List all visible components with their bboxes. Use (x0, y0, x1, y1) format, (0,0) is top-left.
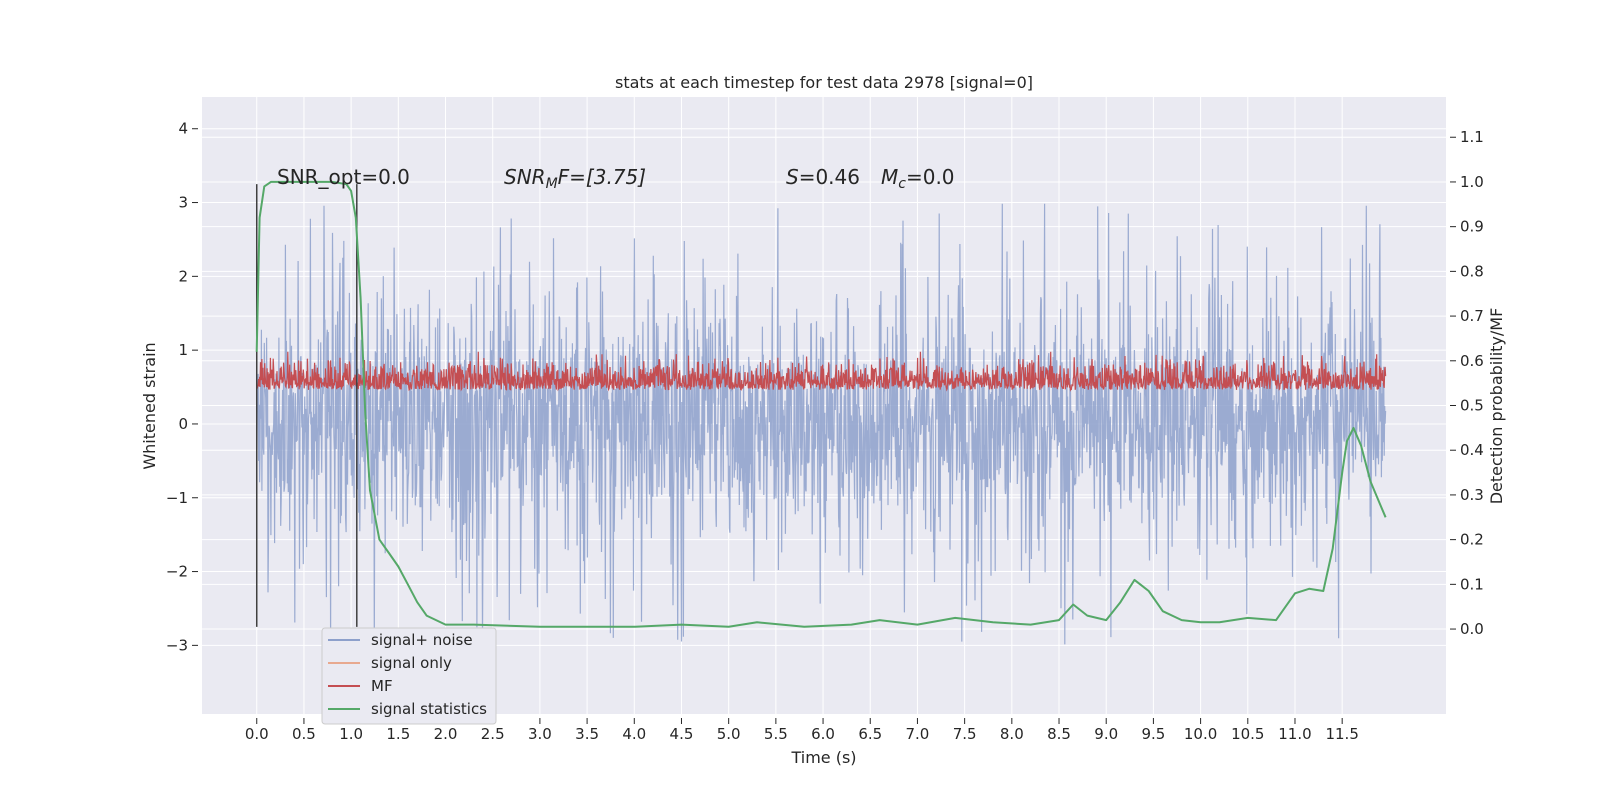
annotation-s-val: =0.46 (799, 165, 860, 189)
annotation-snr-mf-sub: M (546, 176, 558, 192)
legend: signal+ noise signal only MF signal stat… (321, 627, 497, 725)
x-tick-label-0: 0.0 (245, 725, 269, 743)
vertical-markers (255, 184, 358, 627)
x-tick-label-6: 3.0 (528, 725, 552, 743)
y-tick-label-3: 1 (178, 341, 188, 359)
x-tick-label-8: 4.0 (622, 725, 646, 743)
y2-tick-label-1: 1.0 (1460, 173, 1484, 191)
x-tick-label-19: 9.5 (1141, 725, 1165, 743)
y2-tick-label-7: 0.4 (1460, 441, 1484, 459)
annotation-mc: Mc=0.0 (881, 165, 955, 192)
x-tick-label-21: 10.5 (1231, 725, 1264, 743)
y2-tick-label-4: 0.7 (1460, 307, 1484, 325)
x-tick-label-18: 9.0 (1094, 725, 1118, 743)
x-tick-label-3: 1.5 (386, 725, 410, 743)
x-tick-label-22: 11.0 (1278, 725, 1311, 743)
annotation-s-var: S (786, 165, 799, 189)
x-tick-label-5: 2.5 (481, 725, 505, 743)
y-tick-label-1: 3 (178, 194, 188, 212)
x-tick-label-7: 3.5 (575, 725, 599, 743)
x-tick-label-14: 7.0 (906, 725, 930, 743)
annotation-s: S=0.46 (786, 165, 860, 189)
x-tick-label-15: 7.5 (953, 725, 977, 743)
annotation-mc-val: =0.0 (906, 165, 955, 189)
y-tick-label-7: −3 (166, 636, 188, 654)
x-axis-ticks: 0.0 0.5 1.0 1.5 2.0 2.5 3.0 3.5 4.0 4.5 5.0 5.5 6.0 6… (245, 718, 1359, 743)
series-mf (256, 351, 1387, 392)
x-axis-label: Time (s) (790, 748, 856, 767)
legend-label-mf: MF (371, 677, 393, 695)
annotation-snr-mf-f: F=[3.75] (558, 165, 646, 189)
x-tick-label-12: 6.0 (811, 725, 835, 743)
y-tick-label-4: 0 (178, 415, 188, 433)
y-tick-label-5: −1 (166, 489, 188, 507)
legend-label-signal-only: signal only (371, 654, 452, 672)
annotation-mc-var: M (881, 165, 898, 189)
chart-title: stats at each timestep for test data 297… (615, 73, 1033, 92)
y2-tick-label-0: 1.1 (1460, 128, 1484, 146)
signal-statistics-trace (255, 180, 1387, 628)
x-tick-label-16: 8.0 (1000, 725, 1024, 743)
y2-tick-label-8: 0.3 (1460, 486, 1484, 504)
x-tick-label-11: 5.5 (764, 725, 788, 743)
y2-axis-label: Detection probability/MF (1487, 308, 1506, 505)
annotation-snr-mf-main: SNR (504, 165, 546, 189)
y-tick-label-2: 2 (178, 267, 188, 285)
annotation-snr-mf: SNRMF=[3.75] (504, 165, 646, 192)
x-tick-label-4: 2.0 (434, 725, 458, 743)
y-axis-ticks: 4 3 2 1 0 −1 −2 −3 (166, 120, 198, 654)
legend-box (321, 627, 497, 725)
series-signal-statistics (255, 180, 1387, 628)
y2-tick-label-2: 0.9 (1460, 218, 1484, 236)
annotation-snr-opt: SNR_opt=0.0 (277, 165, 410, 189)
x-tick-label-2: 1.0 (339, 725, 363, 743)
legend-label-signal-statistics: signal statistics (371, 700, 487, 718)
x-tick-label-13: 6.5 (858, 725, 882, 743)
mf-trace (256, 351, 1387, 392)
x-tick-label-20: 10.0 (1184, 725, 1217, 743)
y-axis-label: Whitened strain (140, 342, 159, 469)
x-tick-label-23: 11.5 (1325, 725, 1358, 743)
legend-label-signal-noise: signal+ noise (371, 631, 473, 649)
y2-tick-label-11: 0.0 (1460, 620, 1484, 638)
y2-axis-ticks: 1.1 1.0 0.9 0.8 0.7 0.6 0.5 0.4 0.3 0.2 0.1 0.0 (1450, 128, 1484, 638)
annotation-mc-sub: c (898, 176, 906, 192)
y2-tick-label-9: 0.2 (1460, 531, 1484, 549)
y-tick-label-0: 4 (178, 120, 188, 138)
y2-tick-label-6: 0.5 (1460, 397, 1484, 415)
y2-tick-label-10: 0.1 (1460, 575, 1484, 593)
y2-tick-label-3: 0.8 (1460, 262, 1484, 280)
x-tick-label-10: 5.0 (717, 725, 741, 743)
y-tick-label-6: −2 (166, 563, 188, 581)
x-tick-label-17: 8.5 (1047, 725, 1071, 743)
y2-tick-label-5: 0.6 (1460, 352, 1484, 370)
x-tick-label-1: 0.5 (292, 725, 316, 743)
x-tick-label-9: 4.5 (670, 725, 694, 743)
